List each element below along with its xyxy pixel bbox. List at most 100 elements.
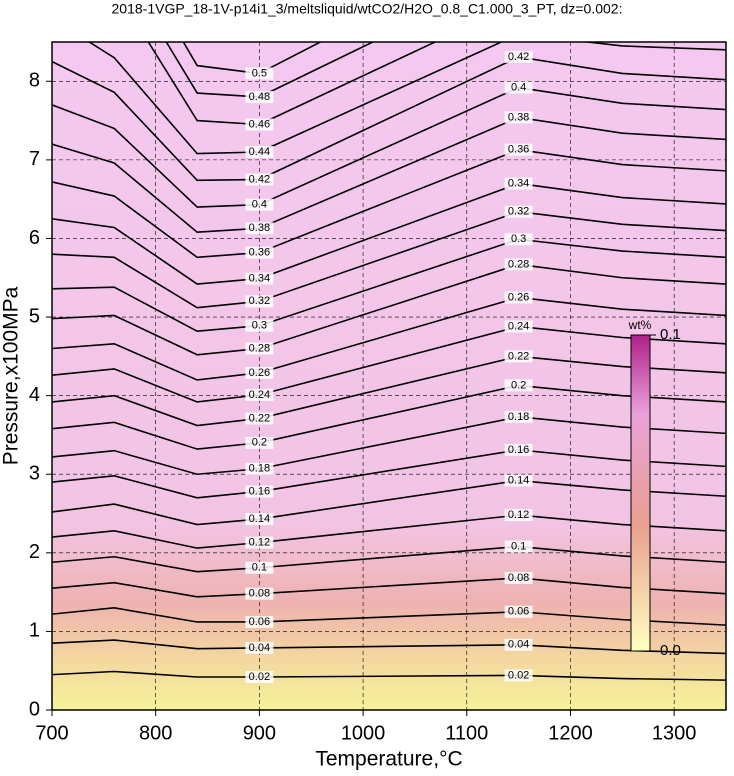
contour-label: 0.1 bbox=[511, 540, 526, 552]
contour-label-bg bbox=[504, 669, 533, 682]
y-tick-label: 8 bbox=[29, 70, 40, 92]
contour-label: 0.02 bbox=[508, 669, 529, 681]
contour-label: 0.26 bbox=[249, 367, 270, 379]
contour-label: 0.44 bbox=[249, 146, 270, 158]
contour-label: 0.3 bbox=[252, 320, 267, 332]
contour-label: 0.18 bbox=[249, 463, 270, 475]
x-axis-label: Temperature,°C bbox=[315, 748, 462, 771]
contour-label-bg bbox=[504, 379, 533, 392]
contour-label: 0.34 bbox=[249, 272, 270, 284]
contour-label: 0.06 bbox=[508, 606, 529, 618]
colorbar-title: wt% bbox=[628, 318, 652, 332]
contour-label-bg bbox=[245, 641, 274, 654]
contour-label-bg bbox=[245, 173, 274, 186]
contour-label-bg bbox=[504, 443, 533, 456]
contour-label-bg bbox=[245, 67, 274, 80]
x-tick-label: 1000 bbox=[341, 722, 386, 744]
contour-label: 0.28 bbox=[249, 342, 270, 354]
contour-label-bg bbox=[504, 233, 533, 246]
y-tick-label: 7 bbox=[29, 148, 40, 170]
y-tick-label: 1 bbox=[29, 620, 40, 642]
contour-label-bg bbox=[245, 91, 274, 104]
contour-label: 0.3 bbox=[511, 233, 526, 245]
contour-label-bg bbox=[245, 615, 274, 628]
plot-background bbox=[52, 42, 726, 710]
contour-label: 0.08 bbox=[249, 588, 270, 600]
contour-label-bg bbox=[245, 246, 274, 259]
contour-label-bg bbox=[504, 81, 533, 94]
x-tick-label: 1100 bbox=[445, 722, 488, 744]
contour-label: 0.1 bbox=[252, 562, 267, 574]
contour-label-bg bbox=[245, 222, 274, 235]
contour-label: 0.16 bbox=[508, 444, 529, 456]
contour-label: 0.48 bbox=[249, 91, 270, 103]
contour-label: 0.08 bbox=[508, 572, 529, 584]
contour-label-bg bbox=[504, 320, 533, 333]
contour-label: 0.14 bbox=[508, 474, 529, 486]
contour-label-bg bbox=[245, 412, 274, 425]
contour-label-bg bbox=[245, 319, 274, 332]
contour-label: 0.38 bbox=[249, 222, 270, 234]
contour-label: 0.4 bbox=[252, 199, 267, 211]
contour-label-bg bbox=[245, 436, 274, 449]
contour-label: 0.02 bbox=[249, 671, 270, 683]
contour-label: 0.38 bbox=[508, 111, 529, 123]
contour-label-bg bbox=[245, 462, 274, 475]
colorbar bbox=[630, 334, 651, 652]
contour-label: 0.46 bbox=[249, 118, 270, 130]
contour-label-bg bbox=[504, 50, 533, 63]
contour-label: 0.42 bbox=[508, 51, 529, 63]
y-axis-label: Pressure,x100MPa bbox=[0, 286, 23, 465]
contour-label-bg bbox=[504, 474, 533, 487]
contour-label-bg bbox=[245, 388, 274, 401]
contour-label-bg bbox=[504, 638, 533, 651]
contour-label-bg bbox=[245, 295, 274, 308]
contour-label-bg bbox=[245, 198, 274, 211]
contour-label-bg bbox=[504, 143, 533, 156]
contour-label-bg bbox=[504, 258, 533, 271]
contour-label-bg bbox=[245, 485, 274, 498]
contour-label-bg bbox=[245, 536, 274, 549]
contour-label: 0.36 bbox=[508, 144, 529, 156]
y-tick-label: 3 bbox=[29, 463, 40, 485]
contour-label: 0.32 bbox=[249, 295, 270, 307]
y-tick-label: 0 bbox=[29, 698, 40, 720]
contour-label: 0.5 bbox=[252, 67, 267, 79]
contour-label: 0.06 bbox=[249, 616, 270, 628]
contour-label: 0.28 bbox=[508, 258, 529, 270]
contour-label: 0.22 bbox=[508, 350, 529, 362]
contour-label-bg bbox=[504, 177, 533, 190]
contour-label: 0.24 bbox=[249, 389, 270, 401]
contour-label-bg bbox=[245, 670, 274, 683]
contour-label: 0.2 bbox=[252, 437, 267, 449]
contour-label: 0.12 bbox=[508, 509, 529, 521]
contour-label: 0.2 bbox=[511, 379, 526, 391]
y-tick-label: 6 bbox=[29, 227, 40, 249]
contour-label-bg bbox=[504, 571, 533, 584]
contour-label-bg bbox=[504, 605, 533, 618]
y-tick-label: 4 bbox=[29, 384, 40, 406]
contour-label: 0.04 bbox=[508, 639, 529, 651]
contour-label: 0.24 bbox=[508, 320, 529, 332]
contour-label: 0.18 bbox=[508, 411, 529, 423]
contour-label-bg bbox=[504, 291, 533, 304]
contour-label: 0.14 bbox=[249, 513, 270, 525]
colorbar-tick-label: 0.1 bbox=[660, 326, 681, 343]
contour-label: 0.32 bbox=[508, 206, 529, 218]
y-tick-label: 5 bbox=[29, 305, 40, 327]
contour-label: 0.12 bbox=[249, 537, 270, 549]
contour-label: 0.16 bbox=[249, 485, 270, 497]
contour-label: 0.04 bbox=[249, 642, 270, 654]
contour-label-bg bbox=[245, 366, 274, 379]
contour-label: 0.42 bbox=[249, 173, 270, 185]
contour-label-bg bbox=[245, 118, 274, 131]
contour-label: 0.4 bbox=[511, 81, 526, 93]
x-tick-label: 1300 bbox=[652, 722, 697, 744]
contour-label-bg bbox=[245, 561, 274, 574]
contour-label-bg bbox=[245, 146, 274, 159]
contour-label-bg bbox=[504, 111, 533, 124]
contour-label: 0.34 bbox=[508, 177, 529, 189]
contour-label: 0.22 bbox=[249, 412, 270, 424]
x-tick-label: 1200 bbox=[548, 722, 593, 744]
contour-label: 0.26 bbox=[508, 291, 529, 303]
